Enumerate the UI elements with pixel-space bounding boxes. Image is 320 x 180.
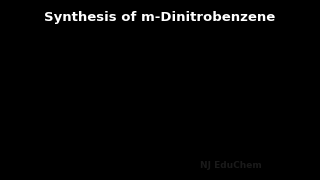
Text: m-Dinitrobenzene: m-Dinitrobenzene xyxy=(179,133,247,142)
Text: 2: 2 xyxy=(215,121,220,127)
Text: H₂SO₄: H₂SO₄ xyxy=(140,87,165,96)
Text: NO: NO xyxy=(89,65,103,74)
Text: Synthesis of m-Dinitrobenzene: Synthesis of m-Dinitrobenzene xyxy=(44,11,276,24)
Text: Nitrobenzene: Nitrobenzene xyxy=(70,129,122,138)
Text: NJ EduChem: NJ EduChem xyxy=(200,161,261,170)
Text: 2: 2 xyxy=(100,68,104,74)
Text: NO: NO xyxy=(210,67,224,76)
Text: HNO₃: HNO₃ xyxy=(141,107,164,116)
Text: 2: 2 xyxy=(221,70,226,76)
Text: NO: NO xyxy=(204,118,218,127)
